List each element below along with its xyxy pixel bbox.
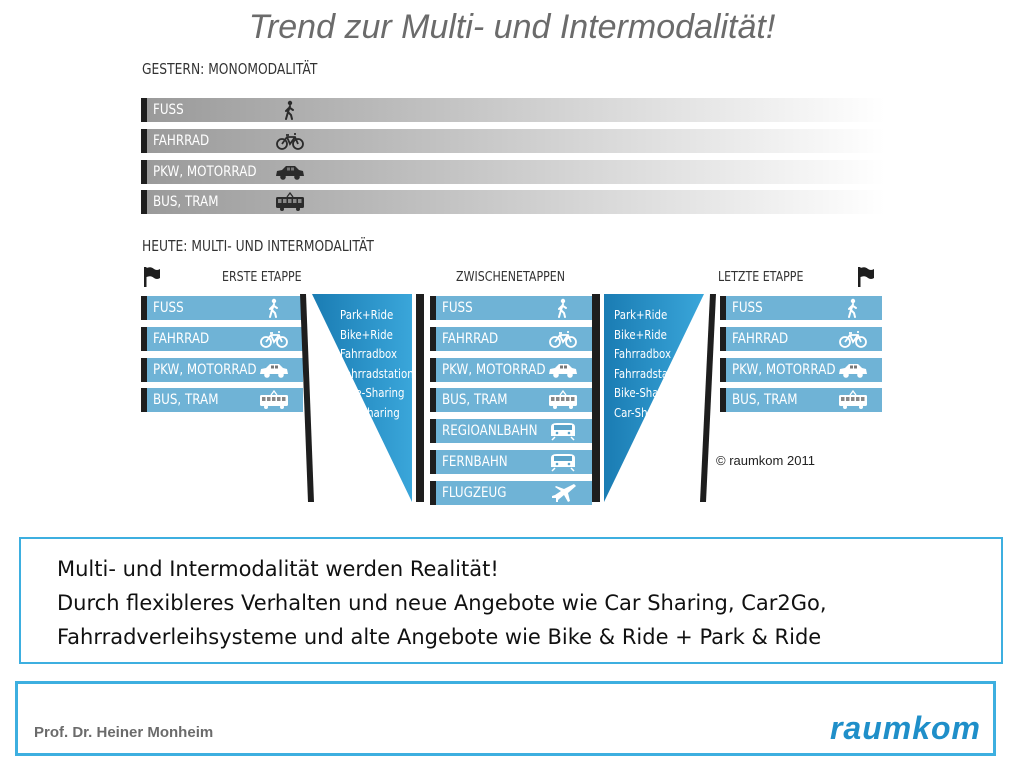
train-icon bbox=[548, 421, 578, 441]
walk-icon bbox=[838, 298, 868, 318]
last-stage-mode-row: BUS, TRAM bbox=[720, 388, 882, 413]
car-icon bbox=[838, 360, 868, 380]
intermediate-mode-row: FERNBAHN bbox=[430, 450, 592, 474]
bicycle-icon bbox=[275, 131, 305, 151]
intermediate-mode-row-label: FAHRRAD bbox=[442, 330, 499, 347]
connector-right-item: Park+Ride bbox=[614, 308, 668, 322]
first-stage-mode-row-label: FAHRRAD bbox=[153, 330, 210, 347]
bicycle-icon bbox=[259, 329, 289, 349]
intermediate-mode-row-label: FLUGZEUG bbox=[442, 484, 507, 501]
first-stage-mode-row: FAHRRAD bbox=[141, 326, 303, 351]
connector-right-item: Bike-Sharing bbox=[614, 386, 679, 400]
stage-label-first: ERSTE ETAPPE bbox=[222, 270, 302, 285]
summary-box: Multi- und Intermodalität werden Realitä… bbox=[19, 537, 1003, 664]
summary-line-3: Fahrradverleihsysteme und alte Angebote … bbox=[57, 625, 822, 649]
walk-icon bbox=[548, 298, 578, 318]
intermediate-mode-row-label: FUSS bbox=[442, 300, 473, 316]
transfer-funnel-right bbox=[592, 294, 716, 502]
first-stage-mode-row: FUSS bbox=[141, 296, 303, 320]
intermediate-mode-row-label: BUS, TRAM bbox=[442, 392, 508, 409]
connector-left-item: Car-Sharing bbox=[340, 405, 400, 420]
intermediate-mode-row-label: PKW, MOTORRAD bbox=[442, 361, 546, 378]
copyright-notice: © raumkom 2011 bbox=[716, 453, 815, 468]
raumkom-logo: raumkom bbox=[829, 710, 981, 746]
first-stage-mode-row: BUS, TRAM bbox=[141, 388, 303, 413]
airplane-icon bbox=[548, 483, 578, 503]
summary-line-1: Multi- und Intermodalität werden Realitä… bbox=[57, 557, 499, 581]
last-stage-mode-row-label: BUS, TRAM bbox=[732, 392, 798, 409]
bus-icon bbox=[275, 192, 305, 212]
connector-left-item: Fahrradbox bbox=[340, 347, 398, 361]
intermediate-mode-row-label: FERNBAHN bbox=[442, 454, 508, 470]
yesterday-mode-row: BUS, TRAM bbox=[141, 190, 885, 215]
connector-left-item: Fahrradstation bbox=[340, 366, 414, 381]
first-stage-mode-row-label: FUSS bbox=[153, 300, 184, 316]
connector-left-item: Park+Ride bbox=[340, 308, 394, 322]
car-icon bbox=[548, 360, 578, 380]
yesterday-mode-row: PKW, MOTORRAD bbox=[141, 159, 885, 184]
connector-left-item: Bike-Sharing bbox=[340, 386, 405, 400]
footer: Prof. Dr. Heiner Monheim raumkom bbox=[15, 681, 996, 756]
bicycle-icon bbox=[548, 329, 578, 349]
first-stage-mode-row-label: PKW, MOTORRAD bbox=[153, 361, 257, 378]
last-stage-mode-row-label: PKW, MOTORRAD bbox=[732, 361, 836, 378]
connector-right-item: Fahrradstation bbox=[614, 366, 688, 381]
yesterday-mode-row-label: FAHRRAD bbox=[153, 132, 210, 149]
connector-list-right: Park+Ride Bike+Ride Fahrradbox Fahrradstati… bbox=[614, 306, 688, 423]
intermediate-mode-row-label: REGIOANLBAHN bbox=[442, 423, 538, 440]
start-flag-icon bbox=[144, 267, 160, 287]
yesterday-mode-row-label: BUS, TRAM bbox=[153, 194, 219, 211]
section-heading-yesterday: GESTERN: MONOMODALITÄT bbox=[142, 60, 318, 78]
connector-list-left: Park+Ride Bike+Ride Fahrradbox Fahrradstati… bbox=[340, 306, 414, 423]
yesterday-mode-row: FUSS bbox=[141, 98, 885, 122]
last-stage-mode-row-label: FUSS bbox=[732, 300, 763, 316]
bus-icon bbox=[259, 390, 289, 410]
train-icon bbox=[548, 452, 578, 472]
last-stage-mode-row-label: FAHRRAD bbox=[732, 330, 789, 347]
summary-line-2: Durch flexibleres Verhalten und neue Ang… bbox=[57, 591, 827, 615]
yesterday-mode-row-label: PKW, MOTORRAD bbox=[153, 163, 257, 180]
car-icon bbox=[259, 360, 289, 380]
stage-label-intermediate: ZWISCHENETAPPEN bbox=[456, 270, 566, 285]
last-stage-mode-row: FUSS bbox=[720, 296, 882, 320]
bicycle-icon bbox=[838, 329, 868, 349]
connector-right-item: Bike+Ride bbox=[614, 327, 667, 342]
bus-icon bbox=[838, 390, 868, 410]
section-heading-today: HEUTE: MULTI- UND INTERMODALITÄT bbox=[142, 237, 374, 255]
bus-icon bbox=[548, 390, 578, 410]
intermediate-mode-row: PKW, MOTORRAD bbox=[430, 357, 592, 382]
finish-flag-icon bbox=[858, 267, 874, 287]
car-icon bbox=[275, 162, 305, 182]
intermediate-mode-row: FLUGZEUG bbox=[430, 480, 592, 505]
stage-label-last: LETZTE ETAPPE bbox=[718, 270, 804, 285]
last-stage-mode-row: PKW, MOTORRAD bbox=[720, 357, 882, 382]
last-stage-mode-row: FAHRRAD bbox=[720, 326, 882, 351]
walk-icon bbox=[275, 100, 305, 120]
intermediate-mode-row: FUSS bbox=[430, 296, 592, 320]
connector-right-item: Fahrradbox bbox=[614, 347, 672, 361]
first-stage-mode-row-label: BUS, TRAM bbox=[153, 392, 219, 409]
slide-title: Trend zur Multi- und Intermodalität! bbox=[248, 8, 776, 46]
yesterday-mode-row-label: FUSS bbox=[153, 102, 184, 118]
author-name: Prof. Dr. Heiner Monheim bbox=[34, 724, 214, 741]
transfer-funnel-left bbox=[300, 294, 424, 502]
connector-right-item: Car-Sharing bbox=[614, 405, 674, 420]
connector-left-item: Bike+Ride bbox=[340, 327, 393, 342]
walk-icon bbox=[259, 298, 289, 318]
intermediate-mode-row: FAHRRAD bbox=[430, 326, 592, 351]
intermediate-mode-row: REGIOANLBAHN bbox=[430, 419, 592, 444]
yesterday-mode-row: FAHRRAD bbox=[141, 128, 885, 153]
intermediate-mode-row: BUS, TRAM bbox=[430, 388, 592, 413]
first-stage-mode-row: PKW, MOTORRAD bbox=[141, 357, 303, 382]
